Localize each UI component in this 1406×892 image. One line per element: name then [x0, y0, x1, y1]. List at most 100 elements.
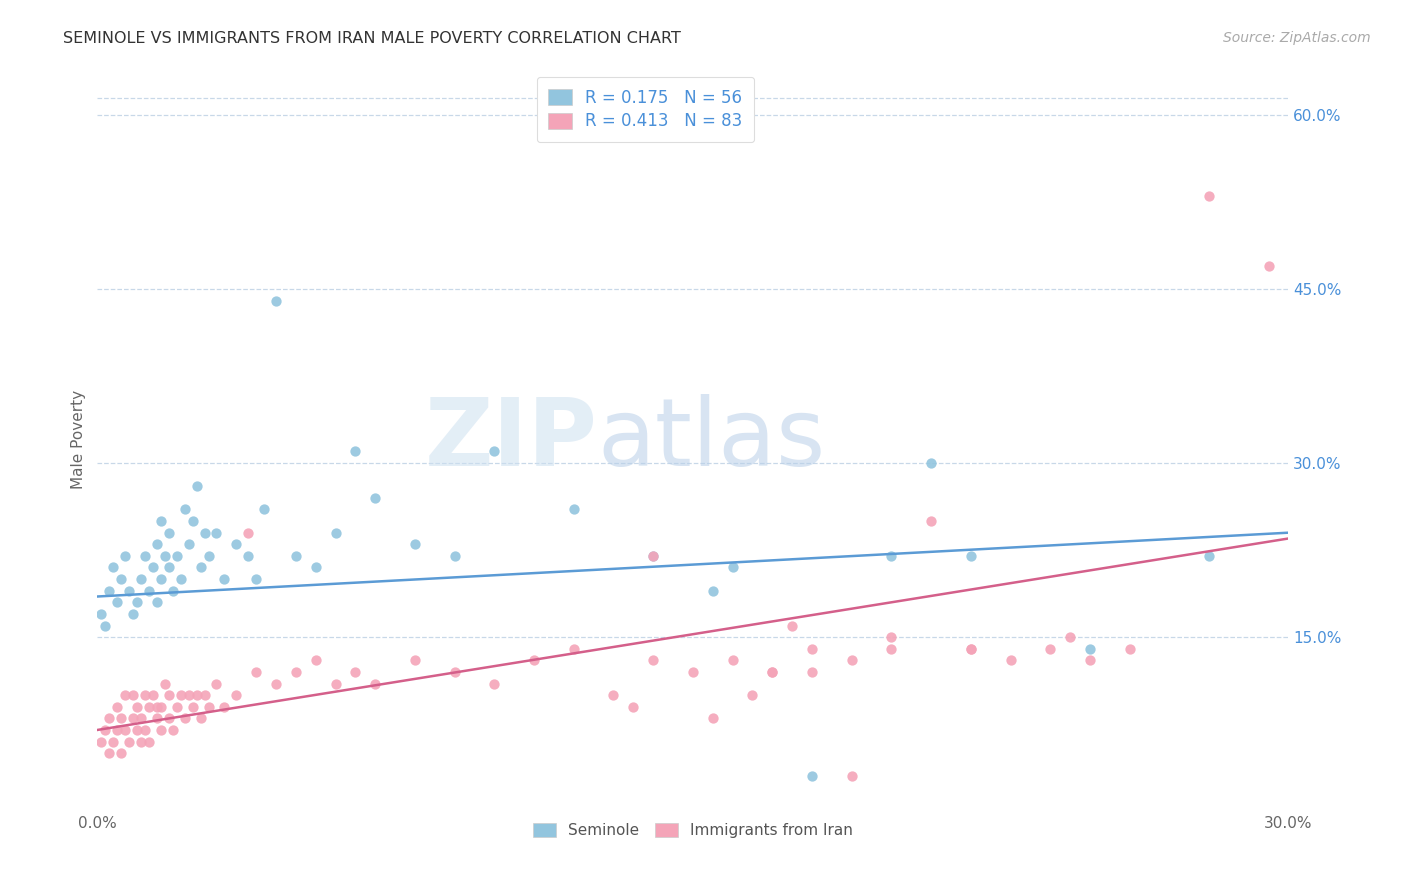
Text: SEMINOLE VS IMMIGRANTS FROM IRAN MALE POVERTY CORRELATION CHART: SEMINOLE VS IMMIGRANTS FROM IRAN MALE PO…	[63, 31, 681, 46]
Point	[197, 699, 219, 714]
Text: atlas: atlas	[598, 394, 825, 486]
Point	[118, 583, 141, 598]
Point	[190, 560, 212, 574]
Point	[761, 665, 783, 679]
Point	[761, 665, 783, 679]
Point	[225, 537, 247, 551]
Point	[959, 641, 981, 656]
Point	[170, 688, 193, 702]
Point	[801, 641, 824, 656]
Point	[162, 583, 184, 598]
Y-axis label: Male Poverty: Male Poverty	[72, 391, 86, 490]
Point	[305, 653, 328, 667]
Point	[134, 688, 156, 702]
Point	[404, 537, 426, 551]
Point	[153, 549, 176, 563]
Point	[105, 595, 128, 609]
Point	[880, 641, 903, 656]
Point	[134, 723, 156, 737]
Point	[98, 711, 121, 725]
Point	[801, 665, 824, 679]
Point	[105, 723, 128, 737]
Point	[105, 699, 128, 714]
Point	[205, 525, 228, 540]
Point	[841, 653, 863, 667]
Point	[741, 688, 763, 702]
Point	[801, 769, 824, 783]
Point	[264, 676, 287, 690]
Point	[149, 723, 172, 737]
Point	[98, 583, 121, 598]
Point	[721, 653, 744, 667]
Point	[214, 699, 236, 714]
Point	[880, 630, 903, 644]
Point	[181, 514, 204, 528]
Point	[404, 653, 426, 667]
Point	[181, 699, 204, 714]
Point	[94, 618, 117, 632]
Point	[284, 549, 307, 563]
Point	[1257, 259, 1279, 273]
Point	[157, 560, 180, 574]
Point	[1198, 549, 1220, 563]
Point	[193, 525, 215, 540]
Point	[134, 549, 156, 563]
Point	[305, 560, 328, 574]
Point	[959, 549, 981, 563]
Point	[245, 665, 267, 679]
Point	[214, 572, 236, 586]
Point	[138, 734, 160, 748]
Point	[149, 699, 172, 714]
Point	[94, 723, 117, 737]
Point	[114, 549, 136, 563]
Point	[484, 676, 506, 690]
Point	[325, 525, 347, 540]
Text: Source: ZipAtlas.com: Source: ZipAtlas.com	[1223, 31, 1371, 45]
Point	[205, 676, 228, 690]
Point	[110, 711, 132, 725]
Point	[146, 711, 169, 725]
Point	[146, 699, 169, 714]
Point	[177, 537, 200, 551]
Point	[125, 723, 148, 737]
Point	[129, 734, 152, 748]
Point	[149, 514, 172, 528]
Point	[118, 734, 141, 748]
Point	[146, 595, 169, 609]
Point	[959, 641, 981, 656]
Point	[138, 699, 160, 714]
Point	[364, 676, 387, 690]
Point	[114, 723, 136, 737]
Point	[90, 607, 112, 621]
Point	[125, 699, 148, 714]
Point	[173, 502, 195, 516]
Point	[142, 560, 165, 574]
Point	[344, 665, 367, 679]
Point	[1000, 653, 1022, 667]
Point	[1198, 189, 1220, 203]
Point	[238, 525, 260, 540]
Point	[110, 746, 132, 760]
Point	[157, 688, 180, 702]
Point	[190, 711, 212, 725]
Point	[643, 549, 665, 563]
Point	[721, 560, 744, 574]
Point	[253, 502, 276, 516]
Point	[122, 607, 145, 621]
Point	[562, 502, 585, 516]
Point	[245, 572, 267, 586]
Point	[122, 688, 145, 702]
Point	[162, 723, 184, 737]
Point	[364, 491, 387, 505]
Point	[138, 583, 160, 598]
Point	[702, 711, 724, 725]
Point	[238, 549, 260, 563]
Point	[114, 688, 136, 702]
Point	[325, 676, 347, 690]
Point	[602, 688, 624, 702]
Point	[621, 699, 644, 714]
Point	[98, 746, 121, 760]
Point	[125, 595, 148, 609]
Point	[90, 734, 112, 748]
Point	[157, 711, 180, 725]
